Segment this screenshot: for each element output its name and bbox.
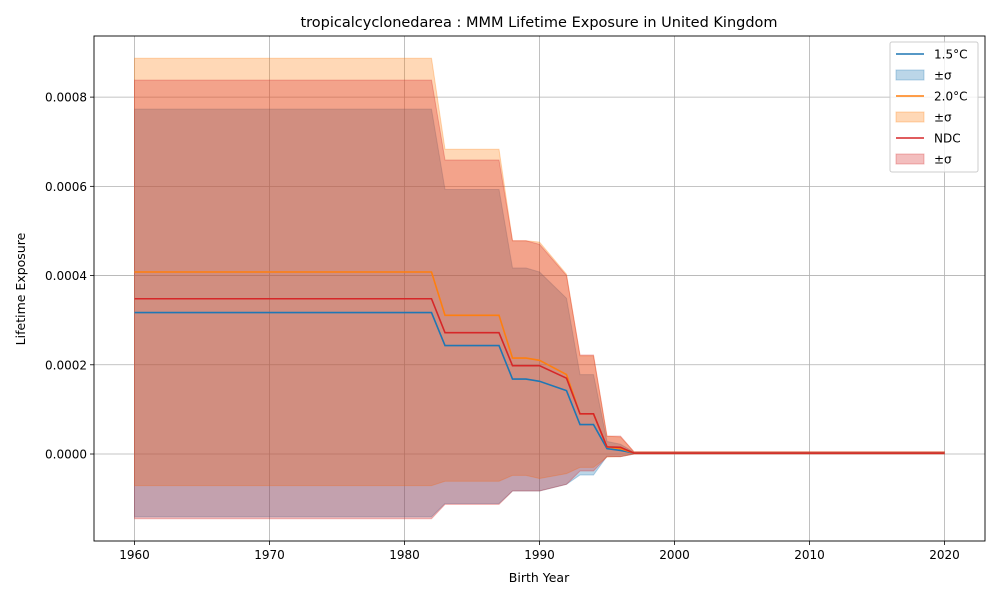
- x-axis-label: Birth Year: [509, 570, 570, 585]
- legend-label: 2.0°C: [934, 90, 967, 104]
- x-tick-label: 2020: [929, 548, 960, 562]
- y-tick-label: 0.0008: [45, 91, 87, 105]
- grid: [94, 36, 985, 541]
- legend-patch-swatch: [895, 111, 925, 123]
- legend-label: NDC: [934, 132, 961, 146]
- legend-label: ±σ: [934, 153, 952, 167]
- x-tick-label: 1970: [254, 548, 285, 562]
- y-axis-label: Lifetime Exposure: [13, 232, 28, 345]
- legend: 1.5°C ±σ 2.0°C ±σ NDC ±σ: [889, 41, 979, 173]
- y-tick-label: 0.0004: [45, 269, 87, 283]
- legend-label: 1.5°C: [934, 48, 967, 62]
- legend-label: ±σ: [934, 69, 952, 83]
- x-tick-label: 2000: [659, 548, 690, 562]
- y-tick-label: 0.0000: [45, 448, 87, 462]
- x-tick-label: 2010: [794, 548, 825, 562]
- y-axis-ticks: 0.0000 0.0002 0.0004 0.0006 0.0008: [45, 91, 94, 462]
- band-1.5°C: [134, 108, 945, 518]
- legend-box: [889, 41, 979, 173]
- band-2.0°C: [134, 57, 945, 487]
- band-layer: [134, 57, 945, 520]
- line-layer: [134, 271, 945, 454]
- x-tick-label: 1960: [119, 548, 150, 562]
- line-NDC: [134, 297, 945, 454]
- legend-patch-swatch: [895, 153, 925, 165]
- y-tick-label: 0.0006: [45, 180, 87, 194]
- x-tick-label: 1980: [389, 548, 420, 562]
- chart-title: tropicalcyclonedarea : MMM Lifetime Expo…: [300, 15, 777, 31]
- y-tick-label: 0.0002: [45, 358, 87, 372]
- x-axis-ticks: 1960 1970 1980 1990 2000 2010 2020: [119, 541, 960, 562]
- legend-patch-swatch: [895, 69, 925, 81]
- x-tick-label: 1990: [524, 548, 555, 562]
- band-NDC: [134, 79, 945, 520]
- legend-label: ±σ: [934, 111, 952, 125]
